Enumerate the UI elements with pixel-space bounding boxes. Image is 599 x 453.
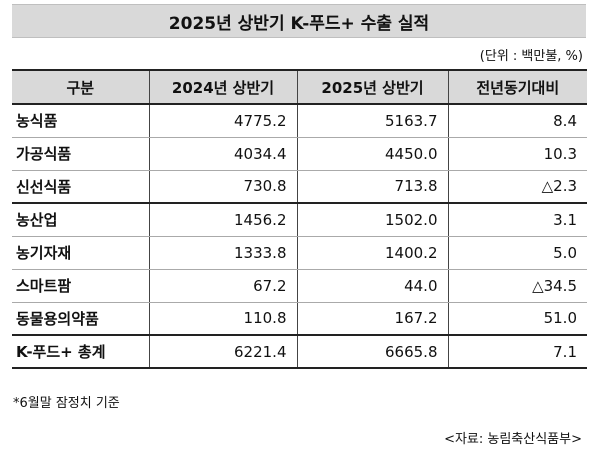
row-2024-value: 6221.4 [148, 334, 298, 369]
row-2024-value: 110.8 [148, 301, 298, 336]
table-row: 농기자재 1333.8 1400.2 5.0 [12, 235, 587, 270]
table-row: 동물용의약품 110.8 167.2 51.0 [12, 301, 587, 336]
row-category: 농기자재 [12, 235, 150, 270]
table-row: 스마트팜 67.2 44.0 △34.5 [12, 268, 587, 303]
row-yoy-value: 7.1 [447, 334, 587, 369]
header-category: 구분 [12, 69, 150, 105]
row-2025-value: 167.2 [296, 301, 449, 336]
table-row-total: K-푸드+ 총계 6221.4 6665.8 7.1 [12, 334, 587, 369]
table-row: 가공식품 4034.4 4450.0 10.3 [12, 136, 587, 171]
row-2024-value: 730.8 [148, 169, 298, 204]
header-2024: 2024년 상반기 [148, 69, 298, 105]
footnote: *6월말 잠정치 기준 [13, 396, 120, 411]
table-row: 농산업 1456.2 1502.0 3.1 [12, 202, 587, 237]
export-table: 구분 2024년 상반기 2025년 상반기 전년동기대비 농식품 4775.2… [12, 69, 587, 369]
row-2025-value: 1502.0 [296, 202, 449, 237]
row-category: 동물용의약품 [12, 301, 150, 336]
header-2025: 2025년 상반기 [296, 69, 449, 105]
row-2025-value: 1400.2 [296, 235, 449, 270]
row-2025-value: 5163.7 [296, 103, 449, 138]
row-yoy-value: 3.1 [447, 202, 587, 237]
row-yoy-value: 5.0 [447, 235, 587, 270]
row-yoy-value: △34.5 [447, 268, 587, 303]
source-note: <자료: 농림축산식품부> [444, 432, 582, 447]
header-yoy: 전년동기대비 [447, 69, 587, 105]
unit-note: (단위 : 백만불, %) [479, 49, 583, 64]
row-2024-value: 1333.8 [148, 235, 298, 270]
row-2025-value: 713.8 [296, 169, 449, 204]
row-yoy-value: △2.3 [447, 169, 587, 204]
table-title: 2025년 상반기 K-푸드+ 수출 실적 [12, 4, 586, 38]
row-category: 가공식품 [12, 136, 150, 171]
row-yoy-value: 8.4 [447, 103, 587, 138]
row-2025-value: 6665.8 [296, 334, 449, 369]
row-category: 스마트팜 [12, 268, 150, 303]
row-2024-value: 4775.2 [148, 103, 298, 138]
row-yoy-value: 51.0 [447, 301, 587, 336]
row-2024-value: 1456.2 [148, 202, 298, 237]
row-2025-value: 44.0 [296, 268, 449, 303]
row-2025-value: 4450.0 [296, 136, 449, 171]
row-2024-value: 4034.4 [148, 136, 298, 171]
row-category: 농산업 [12, 202, 150, 237]
row-category: 신선식품 [12, 169, 150, 204]
row-category: K-푸드+ 총계 [12, 334, 150, 369]
row-category: 농식품 [12, 103, 150, 138]
header-row: 구분 2024년 상반기 2025년 상반기 전년동기대비 [12, 69, 587, 105]
row-yoy-value: 10.3 [447, 136, 587, 171]
table-row: 신선식품 730.8 713.8 △2.3 [12, 169, 587, 204]
table-row: 농식품 4775.2 5163.7 8.4 [12, 103, 587, 138]
row-2024-value: 67.2 [148, 268, 298, 303]
